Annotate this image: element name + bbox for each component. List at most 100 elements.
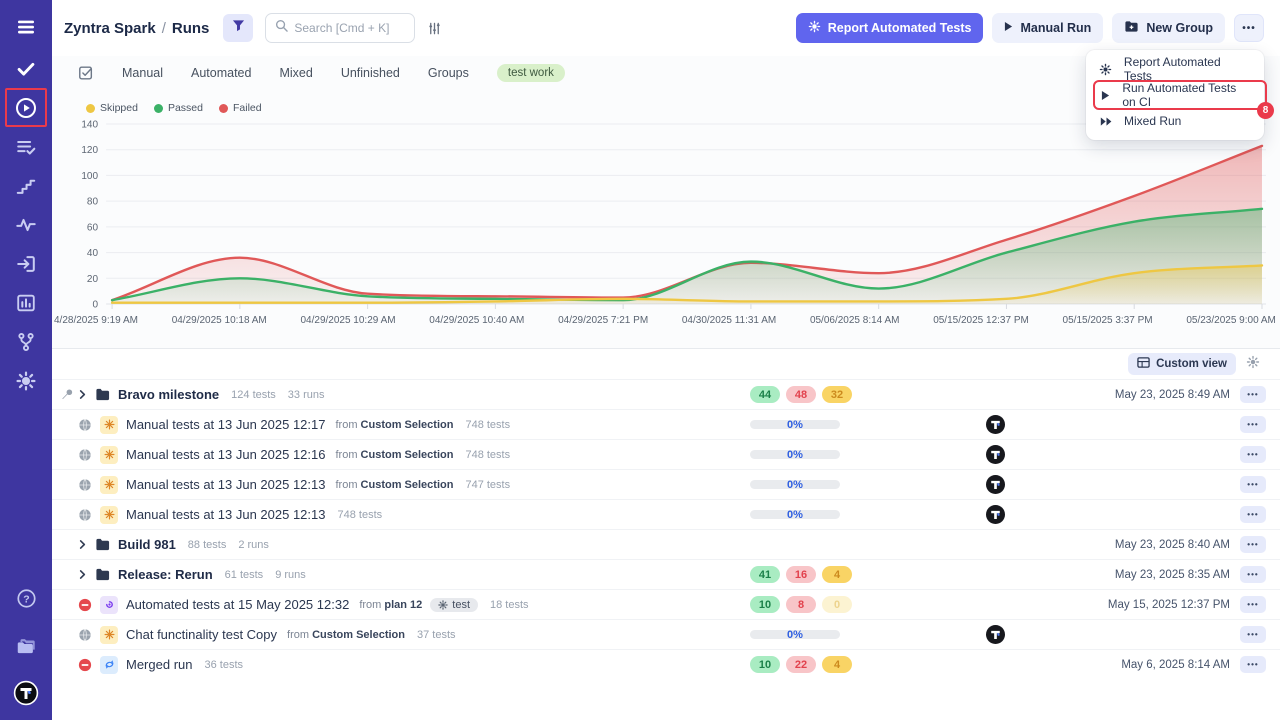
sidebar-item-settings[interactable]: [0, 361, 52, 400]
chart-x-axis: 4/28/2025 9:19 AM 04/29/2025 10:18 AM 04/2…: [52, 315, 1280, 326]
run-title[interactable]: Manual tests at 13 Jun 2025 12:17: [126, 417, 326, 432]
expand-chevron-icon[interactable]: [78, 390, 87, 399]
run-date: May 15, 2025 12:37 PM: [1107, 598, 1230, 611]
row-more-button[interactable]: •••: [1240, 416, 1266, 433]
table-settings-gear-icon[interactable]: [1246, 355, 1260, 374]
row-more-button[interactable]: •••: [1240, 626, 1266, 643]
run-row[interactable]: Automated tests at 15 May 2025 12:32 from…: [52, 589, 1280, 619]
search-box: [265, 13, 416, 43]
tab-automated[interactable]: Automated: [191, 66, 252, 80]
menu-item-play[interactable]: Run Automated Tests on CI 8: [1086, 80, 1274, 119]
assignee-avatar[interactable]: [985, 445, 1005, 464]
table-rows: Bravo milestone 124 tests 33 runs 44 48 32 May…: [52, 379, 1280, 679]
sidebar-item-analytics[interactable]: [0, 283, 52, 322]
adjustments-icon[interactable]: [427, 21, 442, 36]
search-input[interactable]: [294, 21, 406, 35]
sidebar-item-steps[interactable]: [0, 166, 52, 205]
run-row[interactable]: Chat functinality test Copy from Custom S…: [52, 619, 1280, 649]
row-more-button[interactable]: •••: [1240, 566, 1266, 583]
legend-item-passed[interactable]: Passed: [153, 102, 203, 114]
run-date: May 23, 2025 8:35 AM: [1114, 568, 1230, 581]
tab-mixed[interactable]: Mixed: [279, 66, 313, 80]
expand-chevron-icon[interactable]: [78, 540, 87, 549]
report-button-label: Report Automated Tests: [827, 21, 972, 35]
run-title[interactable]: Manual tests at 13 Jun 2025 12:16: [126, 447, 326, 462]
assignee-avatar[interactable]: [985, 625, 1005, 644]
sidebar-item-plans[interactable]: [0, 127, 52, 166]
legend-dot-icon: [86, 103, 95, 113]
run-row[interactable]: Merged run 36 tests 10 22 4 May 6, 2025 8:14 …: [52, 649, 1280, 679]
group-title[interactable]: Build 981: [118, 537, 176, 552]
sidebar-item-projects[interactable]: [0, 626, 52, 665]
run-tag[interactable]: test: [430, 597, 479, 612]
breadcrumb-project[interactable]: Zyntra Spark: [64, 19, 156, 37]
manual-run-button[interactable]: Manual Run: [992, 13, 1104, 43]
plans-icon: [15, 136, 37, 158]
legend-item-skipped[interactable]: Skipped: [86, 102, 138, 114]
run-title[interactable]: Automated tests at 15 May 2025 12:32: [126, 597, 350, 612]
sidebar-item-tests[interactable]: [0, 49, 52, 88]
run-date: May 6, 2025 8:14 AM: [1121, 658, 1230, 671]
row-more-button[interactable]: •••: [1240, 476, 1266, 493]
run-row[interactable]: Manual tests at 13 Jun 2025 12:17 from Cu…: [52, 409, 1280, 439]
tab-groups[interactable]: Groups: [427, 66, 469, 80]
sidebar-item-menu[interactable]: [0, 5, 52, 49]
group-title[interactable]: Release: Rerun: [118, 567, 213, 582]
filter-tag-pill[interactable]: test work: [496, 64, 565, 82]
assignee-avatar[interactable]: [985, 475, 1005, 494]
filter-button[interactable]: [223, 14, 254, 42]
group-title[interactable]: Bravo milestone: [118, 387, 220, 402]
run-title[interactable]: Chat functinality test Copy: [126, 627, 278, 642]
new-group-button[interactable]: New Group: [1112, 13, 1225, 43]
run-row[interactable]: Manual tests at 13 Jun 2025 12:13 748 tes…: [52, 499, 1280, 529]
sidebar-item-help[interactable]: ?: [0, 579, 52, 618]
tests-count: 61 tests: [224, 568, 264, 581]
run-title[interactable]: Merged run: [126, 657, 193, 672]
run-title[interactable]: Manual tests at 13 Jun 2025 12:13: [126, 507, 326, 522]
group-row[interactable]: Bravo milestone 124 tests 33 runs 44 48 32 May…: [52, 379, 1280, 409]
expand-chevron-icon[interactable]: [78, 570, 87, 579]
row-more-button[interactable]: •••: [1240, 386, 1266, 403]
sidebar-item-activity[interactable]: [0, 205, 52, 244]
run-row[interactable]: Manual tests at 13 Jun 2025 12:13 from Cu…: [52, 469, 1280, 499]
menu-item-label: Mixed Run: [1124, 114, 1182, 128]
group-row[interactable]: Build 981 88 tests 2 runs May 23, 2025 8:40…: [52, 529, 1280, 559]
legend-item-failed[interactable]: Failed: [218, 102, 262, 114]
assignee-avatar[interactable]: [985, 415, 1005, 434]
sidebar-item-import[interactable]: [0, 244, 52, 283]
select-runs-icon[interactable]: [78, 65, 94, 81]
spark-run-icon: [100, 415, 118, 434]
svg-text:?: ?: [23, 593, 29, 605]
report-automated-tests-button[interactable]: Report Automated Tests: [795, 13, 984, 43]
menu-item-mixed[interactable]: Mixed Run: [1086, 108, 1264, 134]
x-axis-label: 05/06/2025 8:14 AM: [809, 315, 900, 326]
failed-badge: 22: [786, 656, 816, 673]
public-icon: [78, 448, 92, 462]
row-more-button[interactable]: •••: [1240, 596, 1266, 613]
run-title[interactable]: Manual tests at 13 Jun 2025 12:13: [126, 477, 326, 492]
run-row[interactable]: Manual tests at 13 Jun 2025 12:16 from Cu…: [52, 439, 1280, 469]
sidebar-item-runs[interactable]: [0, 88, 52, 127]
top-actions: Report Automated Tests Manual Run New Gr…: [795, 13, 1264, 43]
spark-run-icon: [100, 625, 118, 644]
row-more-button[interactable]: •••: [1240, 536, 1266, 553]
custom-view-button[interactable]: Custom view: [1128, 353, 1236, 375]
row-more-button[interactable]: •••: [1240, 446, 1266, 463]
row-more-button[interactable]: •••: [1240, 506, 1266, 523]
skipped-badge: 4: [822, 566, 852, 583]
blocked-icon: [78, 658, 92, 672]
runs-count: 9 runs: [275, 568, 306, 581]
main-content: Zyntra Spark / Runs Report Automated Tests…: [52, 0, 1280, 720]
run-actions-dropdown: Report Automated Tests Run Automated Test…: [1086, 50, 1274, 140]
runs-count: 2 runs: [238, 538, 269, 551]
menu-item-report[interactable]: Report Automated Tests: [1086, 55, 1264, 83]
assignee-avatar[interactable]: [985, 505, 1005, 524]
more-actions-button[interactable]: •••: [1234, 14, 1264, 42]
group-row[interactable]: Release: Rerun 61 tests 9 runs 41 16 4 May 23,…: [52, 559, 1280, 589]
row-more-button[interactable]: •••: [1240, 656, 1266, 673]
tab-manual[interactable]: Manual: [122, 66, 163, 80]
sidebar-item-logo[interactable]: [0, 673, 52, 712]
tab-unfinished[interactable]: Unfinished: [340, 66, 400, 80]
report-gear-icon: [808, 20, 821, 36]
sidebar-item-branches[interactable]: [0, 322, 52, 361]
